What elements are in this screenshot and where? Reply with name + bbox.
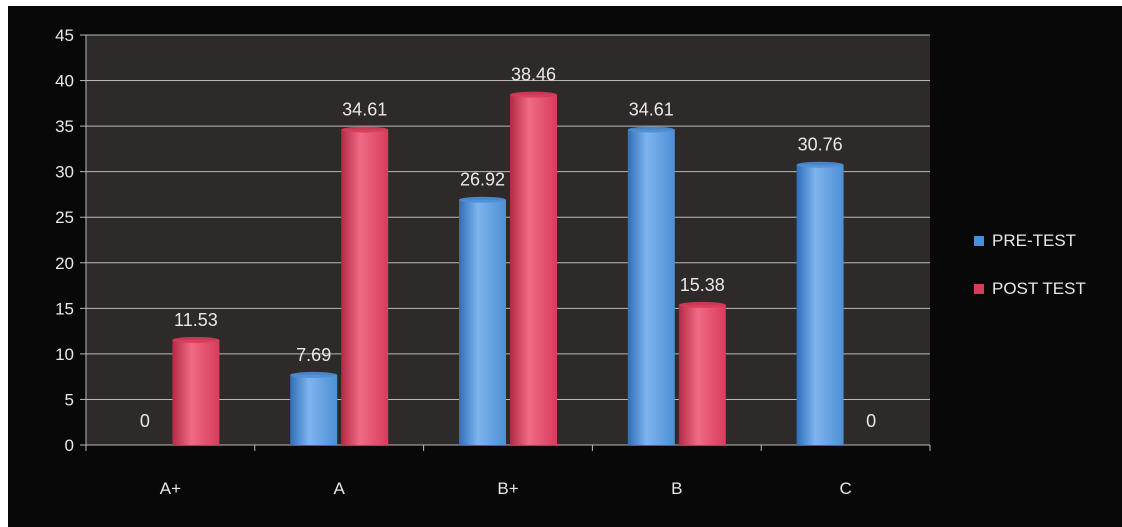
bar-post-test	[678, 304, 726, 445]
y-axis-tick-labels: 0 5 10 15 20 25 30 35 40 45	[55, 26, 74, 455]
gridlines	[86, 34, 930, 400]
y-tick-label: 10	[55, 345, 74, 364]
y-tick-label: 30	[55, 163, 74, 182]
data-label-post-test: 15.38	[680, 275, 725, 295]
bar-cap-pre-test	[459, 196, 506, 203]
x-tick-label: B+	[497, 479, 518, 498]
plot-area	[86, 35, 930, 445]
bar-pre-test	[290, 374, 338, 445]
y-tick-label: 45	[55, 26, 74, 45]
bar-post-test	[341, 129, 389, 446]
legend-swatch-post-test	[974, 284, 984, 294]
bar-post-test	[172, 339, 220, 445]
axes	[80, 34, 931, 451]
bar-cap-post-test	[510, 91, 557, 98]
data-label-pre-test: 34.61	[629, 100, 674, 120]
legend-label-pre-test: PRE-TEST	[992, 231, 1076, 250]
legend: PRE-TEST POST TEST	[974, 231, 1086, 298]
data-label-pre-test: 30.76	[798, 135, 843, 155]
data-label-post-test: 0	[866, 411, 876, 431]
data-label-pre-test: 7.69	[296, 345, 331, 365]
y-tick-label: 0	[65, 436, 74, 455]
bar-cap-post-test	[678, 301, 726, 308]
bar-cap-post-test	[341, 126, 389, 133]
bar-post-test	[510, 94, 557, 445]
data-labels: 0 11.53 7.69 34.61 26.92 38.46 34.61 15.38 30.76…	[140, 65, 876, 431]
x-tick-label: C	[839, 479, 851, 498]
bar-cap-pre-test	[796, 161, 844, 168]
bars	[172, 91, 844, 446]
x-tick-label: A	[334, 479, 346, 498]
legend-swatch-pre-test	[974, 236, 984, 246]
data-label-post-test: 34.61	[342, 100, 387, 120]
y-tick-label: 25	[55, 208, 74, 227]
data-label-post-test: 38.46	[511, 65, 556, 85]
bar-pre-test	[796, 164, 844, 445]
bar-cap-pre-test	[290, 371, 338, 378]
bar-pre-test	[459, 199, 506, 445]
y-tick-label: 20	[55, 254, 74, 273]
bar-cap-post-test	[172, 336, 220, 343]
data-label-post-test: 11.53	[174, 310, 218, 330]
legend-label-post-test: POST TEST	[992, 279, 1086, 298]
data-label-pre-test: 0	[140, 411, 150, 431]
y-tick-label: 15	[55, 299, 74, 318]
y-tick-label: 35	[55, 117, 74, 136]
x-axis-tick-labels: A+ A B+ B C	[160, 479, 852, 498]
data-label-pre-test: 26.92	[460, 170, 505, 190]
bar-cap-pre-test	[627, 126, 675, 133]
y-tick-label: 40	[55, 72, 74, 91]
bar-pre-test	[627, 129, 675, 446]
x-tick-label: A+	[160, 479, 181, 498]
y-tick-label: 5	[65, 390, 74, 409]
x-tick-label: B	[671, 479, 682, 498]
